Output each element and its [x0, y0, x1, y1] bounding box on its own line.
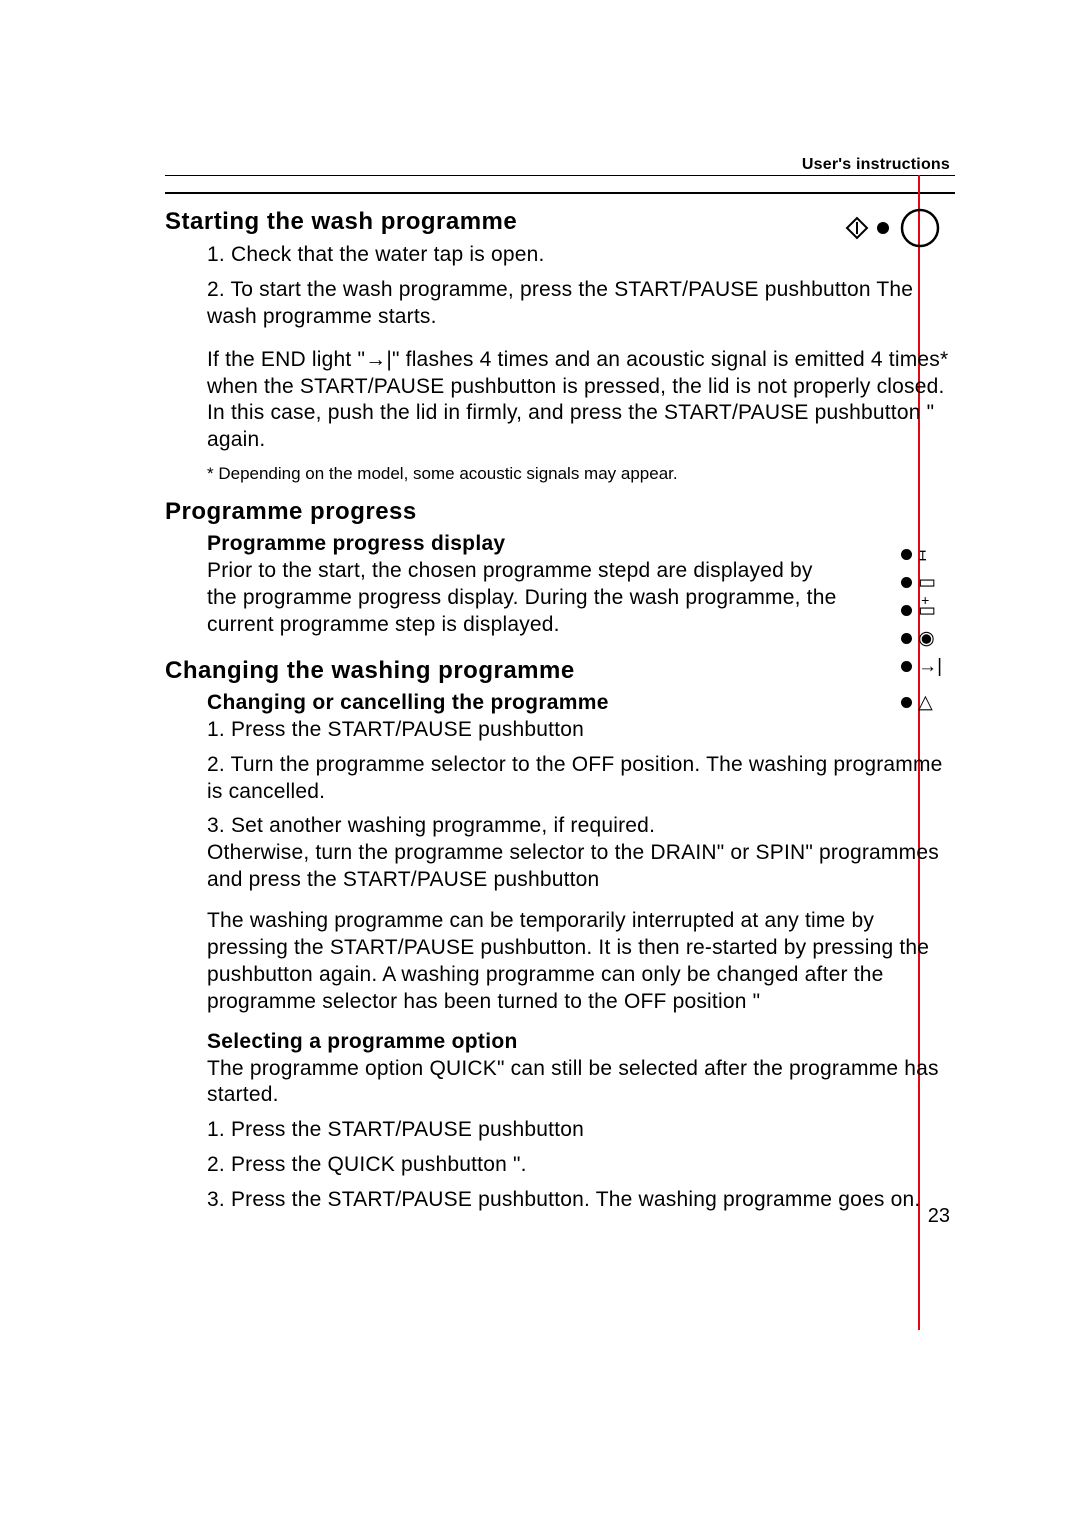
s2-p1: Prior to the start, the chosen programme… — [207, 558, 847, 639]
s3-p3: 3. Set another washing programme, if req… — [207, 813, 955, 840]
page-number: 23 — [928, 1205, 950, 1228]
content: Starting the wash programme 1. Check tha… — [165, 180, 955, 1214]
s3-p5: The programme option QUICK" can still be… — [207, 1056, 955, 1110]
s1-footnote: * Depending on the model, some acoustic … — [207, 464, 955, 484]
s1-p2: 2. To start the wash programme, press th… — [207, 277, 955, 331]
s3-p8: 3. Press the START/PAUSE pushbutton. The… — [207, 1187, 955, 1214]
page: User's instructions ｪ ▭ ▭+ ◉ →| △ Starti… — [0, 0, 1080, 1262]
s3-p4: The washing programme can be temporarily… — [207, 908, 955, 1016]
s3-p7: 2. Press the QUICK pushbutton ". — [207, 1152, 955, 1179]
s1-p3: If the END light "→|" flashes 4 times an… — [207, 347, 955, 455]
heading-changing: Changing the washing programme — [165, 657, 955, 685]
sub-progress-display: Programme progress display — [207, 532, 955, 556]
s3-p2: 2. Turn the programme selector to the OF… — [207, 752, 955, 806]
s3-p6: 1. Press the START/PAUSE pushbutton — [207, 1117, 955, 1144]
sub-selecting-option: Selecting a programme option — [207, 1030, 955, 1054]
header-rule-top — [165, 175, 955, 176]
s1-p1: 1. Check that the water tap is open. — [207, 242, 955, 269]
sub-changing-cancelling: Changing or cancelling the programme — [207, 691, 955, 715]
heading-progress: Programme progress — [165, 498, 955, 526]
heading-starting: Starting the wash programme — [165, 208, 955, 236]
header-label: User's instructions — [802, 156, 950, 174]
s3-p1: 1. Press the START/PAUSE pushbutton — [207, 717, 955, 744]
s3-p3b: Otherwise, turn the programme selector t… — [207, 840, 955, 894]
